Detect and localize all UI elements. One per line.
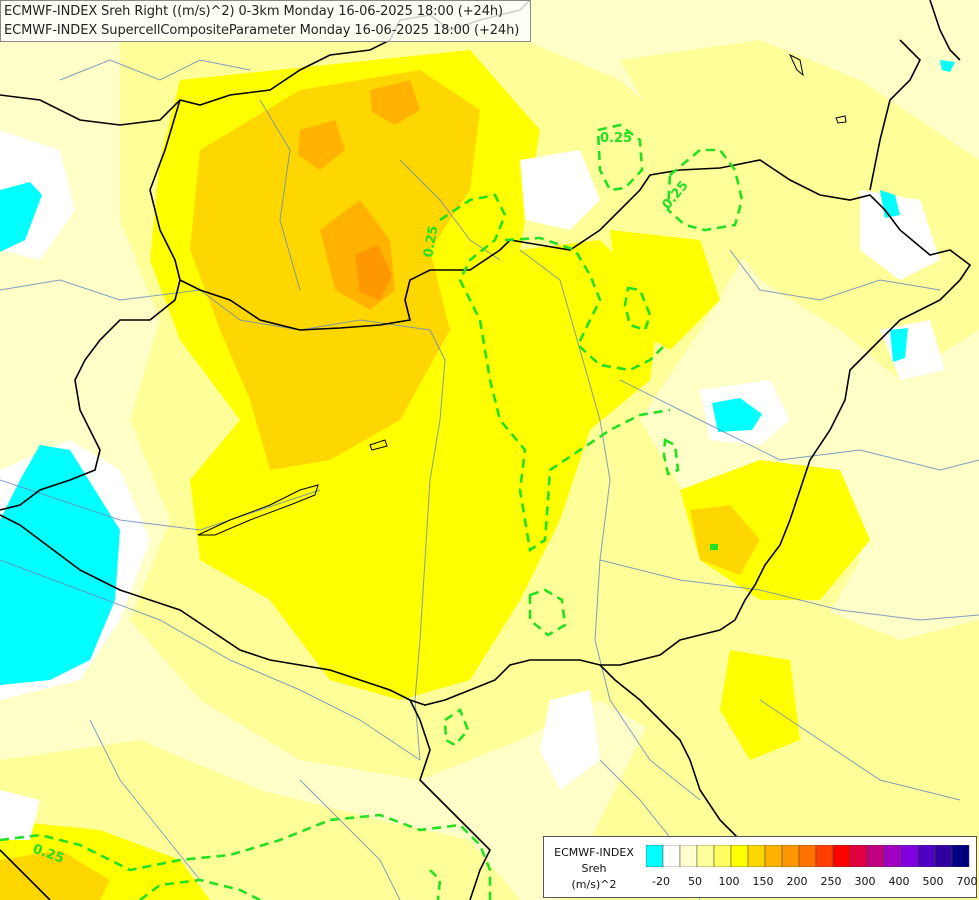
legend-swatch <box>832 845 851 867</box>
legend-swatch <box>747 845 766 867</box>
sreh-field-darkorange <box>355 245 392 300</box>
legend-swatch <box>798 845 817 867</box>
scp-contours <box>0 123 744 900</box>
legend-swatch <box>662 845 681 867</box>
legend-swatch <box>900 845 919 867</box>
legend-swatch <box>815 845 834 867</box>
legend-swatch <box>696 845 715 867</box>
legend-label: 700 <box>956 875 978 888</box>
legend-label: 300 <box>854 875 876 888</box>
legend-swatch <box>917 845 936 867</box>
legend-label: 100 <box>718 875 740 888</box>
legend-swatch <box>646 845 664 867</box>
scp-point <box>710 544 718 550</box>
rivers <box>0 59 979 900</box>
title-line-2: ECMWF-INDEX SupercellCompositeParameter … <box>4 23 520 38</box>
legend-label: 250 <box>820 875 842 888</box>
legend-swatch <box>764 845 783 867</box>
map-title-box: ECMWF-INDEX Sreh Right ((m/s)^2) 0-3km M… <box>0 0 531 42</box>
contour-label: 0.25 <box>600 131 632 146</box>
legend-label: 50 <box>688 875 702 888</box>
legend-swatch <box>781 845 800 867</box>
legend-swatch <box>679 845 698 867</box>
legend-title: ECMWF-INDEX Sreh (m/s)^2 <box>544 845 644 893</box>
legend-swatch <box>849 845 868 867</box>
legend-label: 400 <box>888 875 910 888</box>
legend-label: 200 <box>786 875 808 888</box>
legend-swatch <box>883 845 902 867</box>
lake-outlines <box>197 53 847 536</box>
legend-swatch <box>713 845 732 867</box>
legend-label: 500 <box>922 875 944 888</box>
title-line-1: ECMWF-INDEX Sreh Right ((m/s)^2) 0-3km M… <box>4 4 504 19</box>
legend-color-bar <box>646 845 970 867</box>
legend-swatch <box>730 845 749 867</box>
legend-title-line-1: ECMWF-INDEX <box>554 846 634 859</box>
legend-labels: -20 50 100 150 200 250 300 400 500 700 <box>646 875 978 889</box>
legend-swatch <box>934 845 953 867</box>
legend-label: 150 <box>752 875 774 888</box>
color-legend: ECMWF-INDEX Sreh (m/s)^2 -20 50 100 150 200 2… <box>543 836 978 898</box>
contour-label: 0.25 <box>421 224 441 258</box>
legend-swatch <box>951 845 970 867</box>
legend-title-line-3: (m/s)^2 <box>571 878 617 891</box>
legend-swatch <box>866 845 885 867</box>
legend-label: -20 <box>652 875 670 888</box>
legend-title-line-2: Sreh <box>581 862 607 875</box>
sreh-field-cyan <box>0 60 955 685</box>
